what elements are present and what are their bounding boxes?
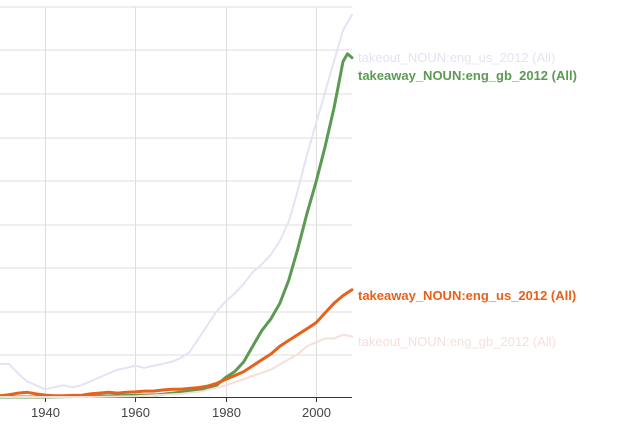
series-labels: takeout_NOUN:eng_us_2012 (All) takeaway_N… — [358, 50, 577, 349]
series-label-3[interactable]: takeout_NOUN:eng_gb_2012 (All) — [358, 334, 556, 349]
series-label-1[interactable]: takeaway_NOUN:eng_gb_2012 (All) — [358, 68, 577, 83]
series-label-2[interactable]: takeaway_NOUN:eng_us_2012 (All) — [358, 288, 576, 303]
series-line-2[interactable] — [0, 288, 354, 398]
x-axis: 1940 1960 1980 2000 — [0, 397, 352, 420]
series-lines — [0, 13, 354, 399]
x-tick-label: 1980 — [212, 405, 241, 420]
x-tick-label: 1940 — [31, 405, 60, 420]
x-tick-label: 1960 — [121, 405, 150, 420]
x-tick-label: 2000 — [302, 405, 331, 420]
series-line-0[interactable] — [0, 13, 353, 391]
series-label-0[interactable]: takeout_NOUN:eng_us_2012 (All) — [358, 50, 555, 65]
series-line-3[interactable] — [0, 333, 353, 398]
gridlines — [0, 6, 352, 397]
